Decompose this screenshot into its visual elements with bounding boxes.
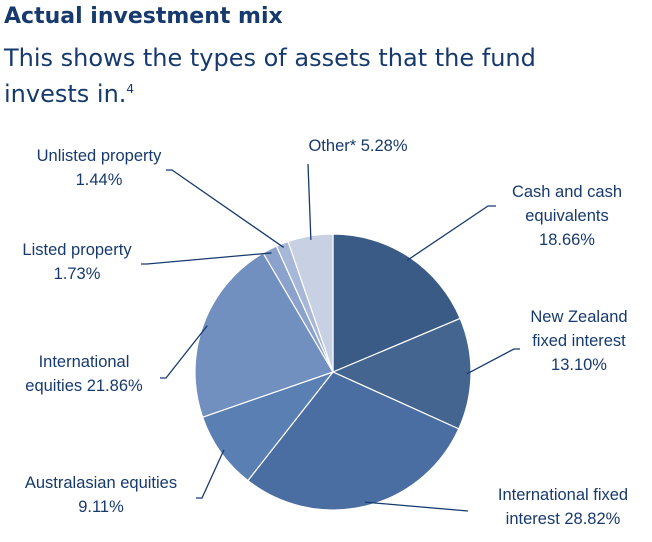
chart-title: Actual investment mix xyxy=(4,4,283,29)
slice-label: New Zealand xyxy=(530,308,627,326)
slice-label: Unlisted property xyxy=(37,147,162,165)
pie-slice xyxy=(332,233,461,373)
leader-line xyxy=(166,169,285,248)
leader-line xyxy=(141,252,272,265)
slice-labels: Cash and cash equivalents 18.66% New Zealan… xyxy=(22,137,628,528)
leader-lines xyxy=(141,163,520,512)
footnote-marker: 4 xyxy=(126,82,135,96)
slice-label: equivalents xyxy=(525,207,608,225)
slice-label: equities 21.86% xyxy=(25,377,143,395)
subtitle-text: This shows the types of assets that the … xyxy=(4,44,536,108)
slice-label: Other* 5.28% xyxy=(308,137,407,155)
slice-label: 1.73% xyxy=(54,265,101,283)
slice-label: Cash and cash xyxy=(512,183,622,201)
pie-slice xyxy=(194,252,334,418)
chart-subtitle: This shows the types of assets that the … xyxy=(4,40,564,112)
slice-label: interest 28.82% xyxy=(506,510,621,528)
slice-label: International xyxy=(39,353,130,371)
pie-slice xyxy=(201,370,335,482)
slice-label: fixed interest xyxy=(532,332,626,350)
pie-slices xyxy=(194,233,472,511)
slice-label: 1.44% xyxy=(76,171,123,189)
slice-label: 13.10% xyxy=(551,356,607,374)
slice-label: 18.66% xyxy=(539,231,595,249)
slice-label: 9.11% xyxy=(78,498,124,516)
leader-line xyxy=(466,348,520,375)
leader-line xyxy=(364,501,469,512)
slice-label: International fixed xyxy=(498,486,628,504)
pie-slice xyxy=(247,371,460,511)
slice-label: Listed property xyxy=(22,241,132,259)
leader-line xyxy=(406,205,496,261)
leader-line xyxy=(160,325,208,379)
leader-line xyxy=(196,449,225,499)
slice-label: Australasian equities xyxy=(25,474,177,492)
leader-line xyxy=(307,163,312,240)
pie-slice xyxy=(331,317,472,430)
